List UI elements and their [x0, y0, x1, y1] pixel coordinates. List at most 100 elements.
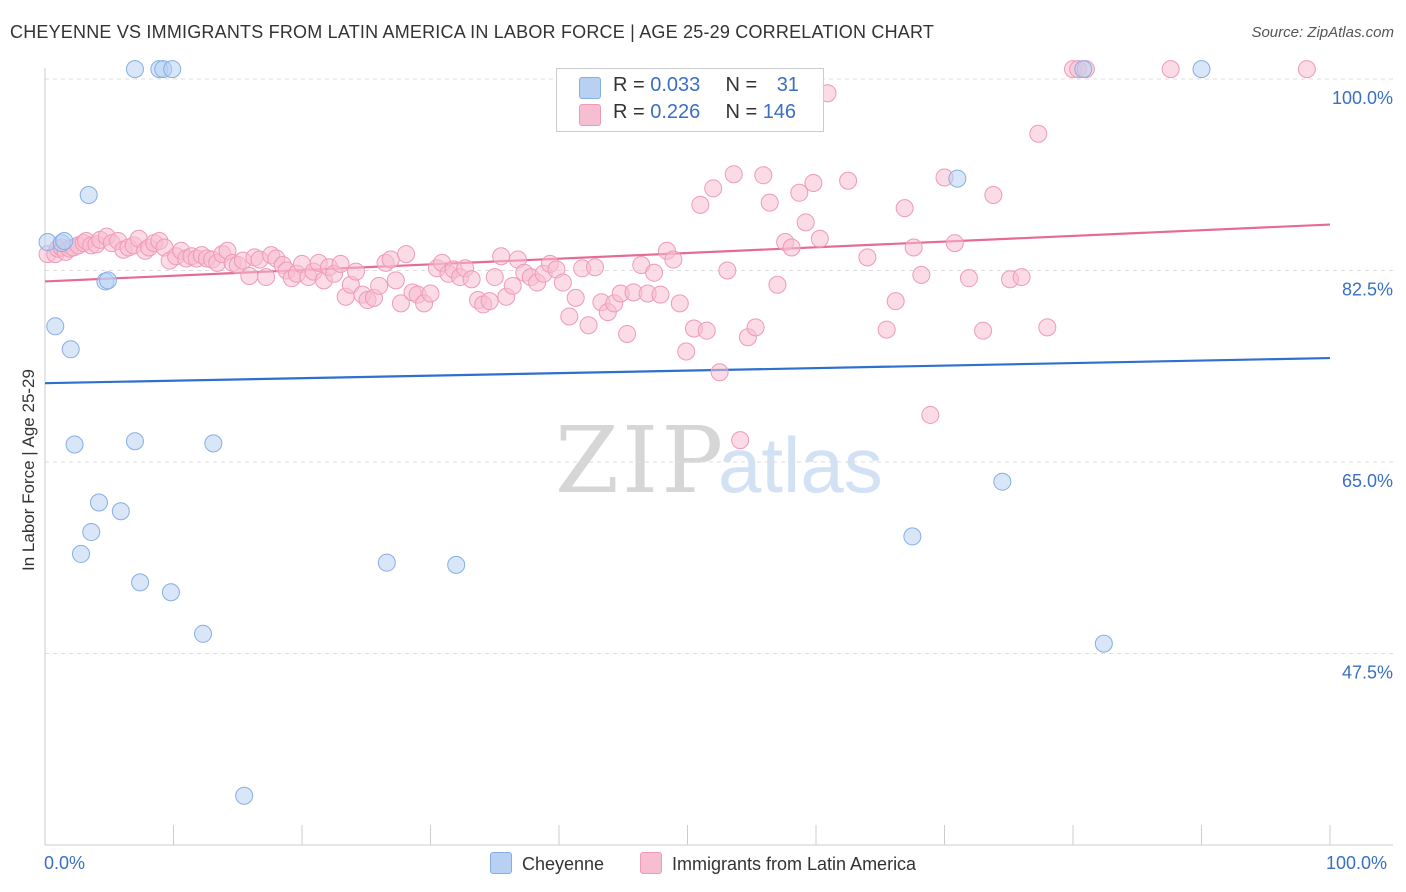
point-cheyenne: [98, 271, 117, 290]
point-latin: [945, 234, 964, 253]
point-latin: [886, 292, 905, 311]
point-latin: [1161, 60, 1180, 79]
axes: [44, 68, 1393, 846]
point-latin: [386, 271, 405, 290]
point-latin: [691, 195, 710, 214]
point-latin: [1012, 268, 1031, 287]
point-latin: [381, 250, 400, 269]
point-latin: [421, 284, 440, 303]
point-cheyenne: [61, 340, 80, 359]
legend-n-value-cheyenne: 31: [776, 74, 799, 96]
point-cheyenne: [1094, 634, 1113, 653]
point-latin: [645, 263, 664, 282]
point-cheyenne: [163, 60, 182, 79]
point-latin: [710, 363, 729, 382]
y-axis-label: In Labor Force | Age 25-29: [19, 369, 38, 571]
point-latin: [760, 193, 779, 212]
point-cheyenne: [161, 583, 180, 602]
bottom-legend-swatch-latin: [640, 852, 662, 874]
bottom-legend-label-latin: Immigrants from Latin America: [672, 854, 917, 874]
legend-r-value-cheyenne: 0.033: [650, 74, 701, 96]
point-latin: [724, 165, 743, 184]
point-cheyenne: [89, 493, 108, 512]
point-latin: [1029, 124, 1048, 143]
point-latin: [560, 307, 579, 326]
point-latin: [585, 258, 604, 277]
point-latin: [370, 276, 389, 295]
stats-legend: R = 0.033 N = 31 R = 0.226 N = 146: [556, 68, 824, 132]
point-cheyenne: [235, 786, 254, 805]
point-cheyenne: [903, 527, 922, 546]
point-latin: [697, 321, 716, 340]
point-cheyenne: [1074, 60, 1093, 79]
point-latin: [240, 266, 259, 285]
trend-line-cheyenne: [44, 356, 1331, 385]
point-latin: [670, 294, 689, 313]
point-latin: [397, 245, 416, 264]
bottom-legend-label-cheyenne: Cheyenne: [522, 854, 605, 874]
y-axis-label-wrap: In Labor Force | Age 25-29: [14, 350, 44, 590]
point-cheyenne: [204, 434, 223, 453]
point-cheyenne: [46, 317, 65, 336]
point-cheyenne: [993, 472, 1012, 491]
source-note: Source: ZipAtlas.com: [1251, 24, 1394, 41]
point-latin: [1038, 318, 1057, 337]
point-latin: [480, 292, 499, 311]
point-cheyenne: [82, 523, 101, 542]
point-latin: [746, 318, 765, 337]
point-latin: [492, 247, 511, 266]
point-latin: [796, 213, 815, 232]
x-tick-label-min: 0.0%: [44, 853, 86, 873]
legend-r-value-latin: 0.226: [650, 101, 701, 123]
watermark-zip: ZIP: [555, 407, 726, 514]
point-latin: [912, 265, 931, 284]
legend-n-label: N =: [725, 101, 763, 123]
point-latin: [984, 185, 1003, 204]
point-cheyenne: [125, 60, 144, 79]
point-latin: [904, 238, 923, 257]
point-latin: [974, 321, 993, 340]
point-latin: [579, 316, 598, 335]
point-latin: [664, 250, 683, 269]
point-latin: [921, 405, 940, 424]
point-cheyenne: [131, 573, 150, 592]
point-latin: [346, 262, 365, 281]
point-latin: [331, 254, 350, 273]
point-cheyenne: [125, 432, 144, 451]
legend-n-value-latin: 146: [762, 101, 797, 123]
point-latin: [503, 276, 522, 295]
point-cheyenne: [111, 502, 130, 521]
point-latin: [651, 285, 670, 304]
point-cheyenne: [79, 185, 98, 204]
point-latin: [257, 268, 276, 287]
point-cheyenne: [65, 435, 84, 454]
point-latin: [839, 171, 858, 190]
legend-n-label: N =: [725, 74, 763, 96]
y-tick-label: 100.0%: [1332, 88, 1393, 108]
point-latin: [877, 320, 896, 339]
point-latin: [768, 275, 787, 294]
legend-swatch-latin: [579, 104, 601, 126]
bottom-legend-latin: Immigrants from Latin America: [640, 852, 916, 875]
point-latin: [731, 431, 750, 450]
x-tick-label-max: 100.0%: [1326, 853, 1388, 873]
point-latin: [782, 238, 801, 257]
bottom-legend-cheyenne: Cheyenne: [490, 852, 604, 875]
point-latin: [462, 270, 481, 289]
legend-r-label: R =: [613, 101, 651, 123]
point-latin: [677, 342, 696, 361]
point-cheyenne: [447, 555, 466, 574]
scatter-points: [38, 60, 1316, 805]
point-cheyenne: [948, 169, 967, 188]
y-tick-label: 82.5%: [1342, 280, 1393, 300]
point-latin: [895, 199, 914, 218]
y-tick-label: 47.5%: [1342, 663, 1393, 683]
point-latin: [704, 179, 723, 198]
point-latin: [810, 229, 829, 248]
point-cheyenne: [1192, 60, 1211, 79]
legend-r-label: R =: [613, 74, 651, 96]
point-latin: [566, 288, 585, 307]
y-tick-labels: 47.5% 65.0% 82.5% 100.0%: [1332, 88, 1393, 683]
legend-swatch-cheyenne: [579, 77, 601, 99]
bottom-legend-swatch-cheyenne: [490, 852, 512, 874]
